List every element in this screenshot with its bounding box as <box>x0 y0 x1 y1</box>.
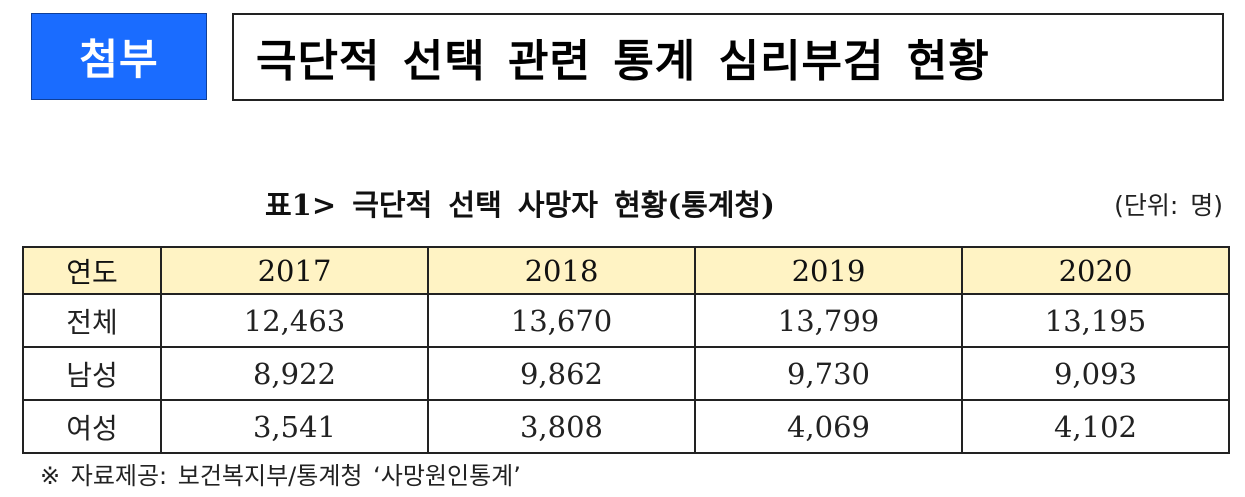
table-cell: 12,463 <box>160 293 429 348</box>
table-caption: 표1> 극단적 선택 사망자 현황(통계청) <box>265 188 775 222</box>
table-unit: (단위: 명) <box>1114 191 1223 220</box>
table-cell: 13,799 <box>694 293 963 348</box>
table-header-row: 연도 2017 2018 2019 2020 <box>22 246 1230 295</box>
column-header-2020: 2020 <box>961 246 1230 295</box>
table-row-female: 여성 3,541 3,808 4,069 4,102 <box>22 399 1230 454</box>
table-cell: 13,670 <box>427 293 696 348</box>
table-cell: 9,862 <box>427 346 696 401</box>
row-label: 남성 <box>22 346 162 401</box>
table-cell: 9,093 <box>961 346 1230 401</box>
table-cell: 3,541 <box>160 399 429 454</box>
table-cell: 4,102 <box>961 399 1230 454</box>
source-footnote: ※ 자료제공: 보건복지부/통계청 ‘사망원인통계’ <box>40 462 521 490</box>
column-header-2018: 2018 <box>427 246 696 295</box>
table-cell: 13,195 <box>961 293 1230 348</box>
page-title: 극단적 선택 관련 통계 심리부검 현황 <box>256 36 990 87</box>
row-label: 전체 <box>22 293 162 348</box>
column-header-2017: 2017 <box>160 246 429 295</box>
table-row-male: 남성 8,922 9,862 9,730 9,093 <box>22 346 1230 401</box>
suicide-deaths-table: 연도 2017 2018 2019 2020 전체 12,463 13,670 … <box>22 246 1230 454</box>
page-title-box: 극단적 선택 관련 통계 심리부검 현황 <box>232 13 1224 101</box>
attachment-badge-label: 첨부 <box>79 35 159 84</box>
table-row-total: 전체 12,463 13,670 13,799 13,195 <box>22 293 1230 348</box>
column-header-year: 연도 <box>22 246 162 295</box>
column-header-2019: 2019 <box>694 246 963 295</box>
table-cell: 4,069 <box>694 399 963 454</box>
attachment-badge: 첨부 <box>31 13 207 100</box>
table-cell: 9,730 <box>694 346 963 401</box>
table-cell: 8,922 <box>160 346 429 401</box>
row-label: 여성 <box>22 399 162 454</box>
table-cell: 3,808 <box>427 399 696 454</box>
